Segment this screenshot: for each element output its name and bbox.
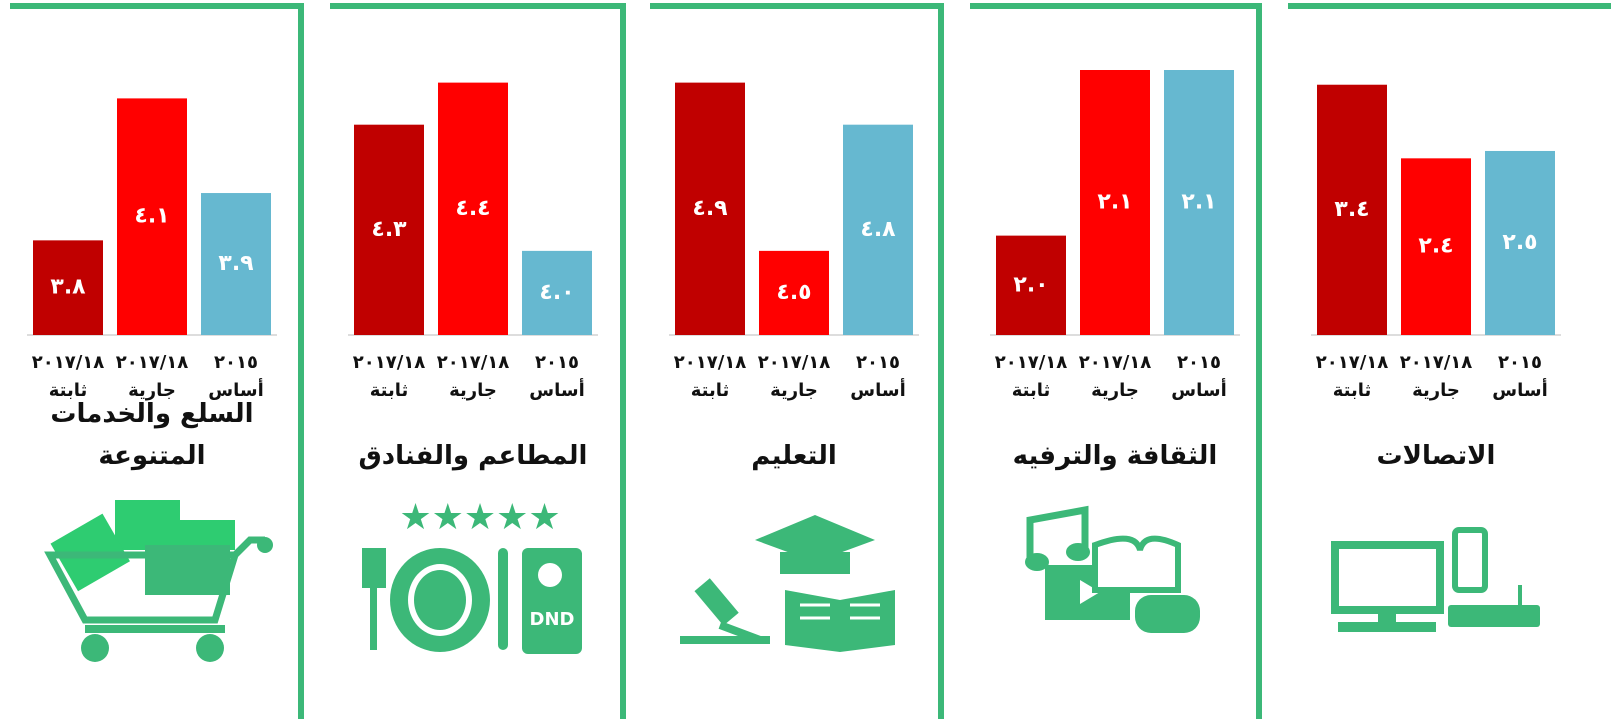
x-tick-note: جارية [1091,380,1139,401]
value-label: ٢.٤ [1418,234,1453,259]
x-tick-label: ٢٠١٧/١٨ [353,352,426,373]
x-tick-label: ٢٠١٧/١٨ [32,352,105,373]
value-label: ٤.٠ [539,280,574,305]
x-tick-label: ٢٠١٥ [856,352,900,373]
x-tick-label: ٢٠١٧/١٨ [116,352,189,373]
value-label: ٤.٥ [776,280,811,305]
value-label: ٤.١ [134,204,169,229]
x-tick-label: ٢٠١٧/١٨ [1316,352,1389,373]
value-label: ٢.٠ [1013,272,1048,297]
chart-title: التعليم [664,435,924,477]
culture-icon [1025,510,1200,633]
x-tick-note: أساس [1492,378,1547,401]
x-tick-note: جارية [449,380,497,401]
stars: ★★★★★ [399,497,560,538]
telecom-icon [1335,530,1540,632]
dnd-sign: DND [530,609,575,630]
x-tick-label: ٢٠١٧/١٨ [758,352,831,373]
chart: ★★★★★ DND ٢.٥ ٢٠١٥ أساس ٢.٤ ٢٠١٧/١٨ جارية ٣.٤ ٢… [0,0,1611,719]
value-label: ٤.٨ [860,217,896,242]
x-tick-label: ٢٠١٥ [1498,352,1542,373]
x-tick-label: ٢٠١٧/١٨ [674,352,747,373]
x-tick-note: أساس [850,378,905,401]
x-tick-note: ثابتة [691,380,730,401]
x-tick-note: أساس [1171,378,1226,401]
value-label: ٢.١ [1097,190,1132,215]
chart-title: المطاعم والفنادق [343,435,603,477]
x-tick-label: ٢٠١٥ [1177,352,1221,373]
x-tick-note: ثابتة [370,380,409,401]
x-tick-note: ثابتة [1012,380,1051,401]
x-tick-label: ٢٠١٧/١٨ [437,352,510,373]
x-tick-label: ٢٠١٥ [214,352,258,373]
cart-icon [50,500,273,662]
restaurant-icon: ★★★★★ DND [362,497,582,654]
chart-title: الثقافة والترفيه [985,435,1245,477]
infographic: ★★★★★ DND ٢.٥ ٢٠١٥ أساس ٢.٤ ٢٠١٧/١٨ جارية ٣.٤ ٢… [0,0,1611,719]
value-label: ٤.٩ [692,196,727,221]
value-label: ٢.١ [1181,190,1216,215]
x-tick-note: جارية [1412,380,1460,401]
x-tick-note: ثابتة [1333,380,1372,401]
education-icon [680,515,895,652]
x-tick-label: ٢٠١٧/١٨ [1079,352,1152,373]
x-tick-note: جارية [770,380,818,401]
chart-title: السلع والخدمات المتنوعة [22,393,282,477]
value-label: ٤.٤ [455,196,490,221]
value-label: ٤.٣ [371,217,407,242]
value-label: ٣.٨ [50,275,86,300]
x-tick-label: ٢٠١٧/١٨ [1400,352,1473,373]
x-tick-note: أساس [529,378,584,401]
value-label: ٢.٥ [1502,230,1537,255]
x-tick-label: ٢٠١٥ [535,352,579,373]
value-label: ٣.٤ [1334,197,1369,222]
chart-title: الاتصالات [1306,435,1566,477]
x-tick-label: ٢٠١٧/١٨ [995,352,1068,373]
value-label: ٣.٩ [218,251,253,276]
